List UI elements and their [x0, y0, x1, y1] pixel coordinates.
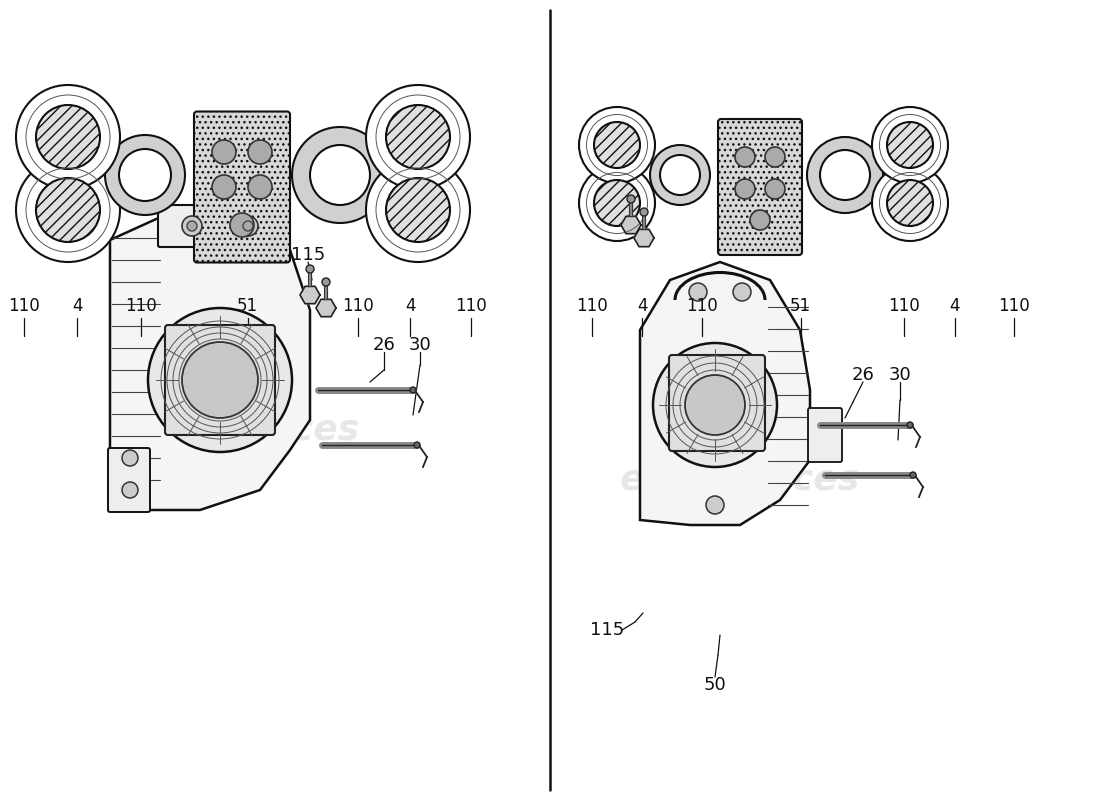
Circle shape: [887, 180, 933, 226]
Circle shape: [414, 442, 420, 448]
FancyBboxPatch shape: [158, 205, 282, 247]
Circle shape: [653, 343, 777, 467]
Circle shape: [640, 208, 648, 216]
FancyBboxPatch shape: [808, 408, 842, 462]
FancyBboxPatch shape: [165, 325, 275, 435]
Text: 50: 50: [704, 676, 726, 694]
Circle shape: [872, 107, 948, 183]
Circle shape: [594, 122, 640, 168]
Text: 4: 4: [949, 297, 960, 314]
Text: 115: 115: [590, 621, 624, 639]
Polygon shape: [110, 215, 310, 510]
Polygon shape: [300, 286, 320, 304]
Circle shape: [910, 472, 916, 478]
Circle shape: [807, 137, 883, 213]
Text: 26: 26: [373, 336, 395, 354]
Circle shape: [122, 450, 138, 466]
Circle shape: [212, 175, 236, 199]
Text: 110: 110: [455, 297, 486, 314]
Text: 4: 4: [637, 297, 648, 314]
Circle shape: [579, 165, 654, 241]
Text: 30: 30: [889, 366, 912, 384]
FancyBboxPatch shape: [108, 448, 150, 512]
Circle shape: [292, 127, 388, 223]
Polygon shape: [640, 262, 810, 525]
Text: 115: 115: [290, 246, 326, 264]
Text: europ@rces: europ@rces: [620, 463, 860, 497]
Circle shape: [820, 150, 870, 200]
Circle shape: [689, 283, 707, 301]
Circle shape: [764, 147, 785, 167]
Circle shape: [182, 216, 202, 236]
Text: 4: 4: [405, 297, 416, 314]
Circle shape: [627, 195, 635, 203]
Circle shape: [248, 140, 272, 164]
Circle shape: [212, 140, 236, 164]
Text: 30: 30: [408, 336, 431, 354]
Circle shape: [243, 221, 253, 231]
Circle shape: [148, 308, 292, 452]
Text: 26: 26: [851, 366, 874, 384]
Circle shape: [187, 221, 197, 231]
Circle shape: [650, 145, 710, 205]
Circle shape: [119, 149, 170, 201]
Circle shape: [660, 155, 700, 195]
Circle shape: [16, 85, 120, 189]
Text: 51: 51: [236, 297, 258, 314]
Circle shape: [579, 107, 654, 183]
Text: europ@rces: europ@rces: [120, 413, 360, 447]
Text: 110: 110: [125, 297, 156, 314]
FancyBboxPatch shape: [669, 355, 764, 451]
Circle shape: [733, 283, 751, 301]
Text: 110: 110: [889, 297, 920, 314]
Circle shape: [685, 375, 745, 435]
Circle shape: [322, 278, 330, 286]
Circle shape: [735, 147, 755, 167]
Circle shape: [750, 210, 770, 230]
Polygon shape: [621, 216, 641, 234]
Circle shape: [410, 387, 416, 393]
Circle shape: [366, 158, 470, 262]
Text: 110: 110: [686, 297, 717, 314]
Circle shape: [735, 179, 755, 199]
Circle shape: [594, 180, 640, 226]
Circle shape: [238, 216, 258, 236]
Circle shape: [36, 105, 100, 169]
FancyBboxPatch shape: [194, 111, 290, 262]
Circle shape: [386, 178, 450, 242]
Circle shape: [104, 135, 185, 215]
Circle shape: [386, 105, 450, 169]
Circle shape: [16, 158, 120, 262]
Circle shape: [366, 85, 470, 189]
Circle shape: [764, 179, 785, 199]
Text: 110: 110: [999, 297, 1030, 314]
Circle shape: [887, 122, 933, 168]
Text: 51: 51: [790, 297, 812, 314]
Text: 110: 110: [9, 297, 40, 314]
Circle shape: [36, 178, 100, 242]
Polygon shape: [634, 230, 654, 246]
Circle shape: [306, 265, 313, 273]
Text: 4: 4: [72, 297, 82, 314]
Circle shape: [230, 213, 254, 237]
FancyBboxPatch shape: [718, 119, 802, 255]
Circle shape: [908, 422, 913, 428]
Circle shape: [310, 145, 370, 205]
Text: 110: 110: [342, 297, 373, 314]
Circle shape: [706, 496, 724, 514]
Circle shape: [122, 482, 138, 498]
Polygon shape: [316, 299, 336, 317]
Circle shape: [182, 342, 258, 418]
Text: 110: 110: [576, 297, 607, 314]
Circle shape: [872, 165, 948, 241]
Circle shape: [248, 175, 272, 199]
